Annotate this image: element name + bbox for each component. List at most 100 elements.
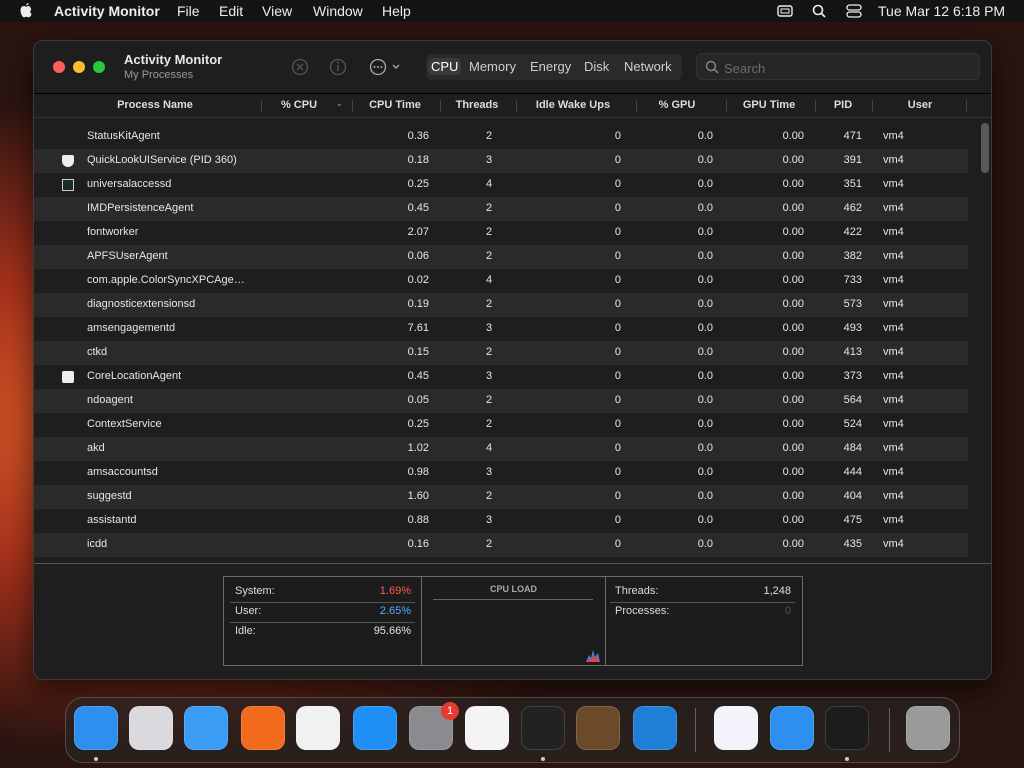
scrollbar[interactable] [981,123,989,173]
process-row[interactable]: APFSUserAgent 0.06 2 0 0.0 0.00 382 vm4 [34,245,968,269]
process-row[interactable]: StatusKitAgent 0.36 2 0 0.0 0.00 471 vm4 [34,125,968,149]
toolbar-buttons[interactable] [290,57,410,77]
header-divider [34,117,991,118]
process-row[interactable]: universalaccessd 0.25 4 0 0.0 0.00 351 vm4 [34,173,968,197]
process-row[interactable]: ContextService 0.25 2 0 0.0 0.00 524 vm4 [34,413,968,437]
dock-icon[interactable] [576,706,620,750]
stat-value: 1.69% [379,585,411,597]
cell: 0.00 [782,490,804,502]
cell: ContextService [87,418,162,430]
dock-icon[interactable] [825,706,869,750]
process-row[interactable]: icdd 0.16 2 0 0.0 0.00 435 vm4 [34,533,968,557]
cell: 0.19 [407,298,429,310]
dock-icon[interactable] [770,706,814,750]
sort-indicator: ⌄ [336,99,343,108]
column-header[interactable]: User [907,99,933,111]
app-menu[interactable]: Activity Monitor [54,3,160,19]
cell: 444 [843,466,862,478]
column-header[interactable]: CPU Time [369,99,421,111]
stat-label: Processes: [615,605,670,617]
column-separator [966,100,967,112]
process-row[interactable]: amsaccountsd 0.98 3 0 0.0 0.00 444 vm4 [34,461,968,485]
column-separator [261,100,262,112]
process-row[interactable]: akd 1.02 4 0 0.0 0.00 484 vm4 [34,437,968,461]
window-subtitle: My Processes [124,69,194,81]
cell: 0 [614,538,621,550]
process-row[interactable]: IMDPersistenceAgent 0.45 2 0 0.0 0.00 462 vm4 [34,197,968,221]
search-placeholder: Search [724,61,766,76]
cell: vm4 [883,514,904,526]
process-row[interactable]: ctkd 0.15 2 0 0.0 0.00 413 vm4 [34,341,968,365]
cell: 422 [843,226,862,238]
stat-label: Threads: [615,585,659,597]
stat-value: 2.65% [379,605,411,617]
cell: vm4 [883,130,904,142]
dock-icon[interactable] [74,706,118,750]
cell: 4 [485,274,493,286]
column-header[interactable]: Threads [455,99,499,111]
separator [605,577,606,665]
process-row[interactable]: assistantd 0.88 3 0 0.0 0.00 475 vm4 [34,509,968,533]
dock-icon[interactable] [714,706,758,750]
dock-separator [695,708,696,752]
dock-icon[interactable] [184,706,228,750]
tab[interactable]: CPU [428,58,462,75]
menu-item[interactable]: Help [382,3,411,19]
column-separator [726,100,727,112]
cell: vm4 [883,418,904,430]
cell: 0.00 [782,370,804,382]
process-row[interactable]: suggestd 1.60 2 0 0.0 0.00 404 vm4 [34,485,968,509]
status-icons[interactable] [777,4,867,19]
dock-icon[interactable] [633,706,677,750]
cell: vm4 [883,538,904,550]
column-header[interactable]: % GPU [658,99,696,111]
dock-icon[interactable] [241,706,285,750]
menu-item[interactable]: View [262,3,293,19]
dock-icon[interactable] [296,706,340,750]
process-icon [62,179,74,191]
process-row[interactable]: com.apple.ColorSyncXPCAge… 0.02 4 0 0.0 0.00 7… [34,269,968,293]
apple-logo[interactable] [19,3,33,19]
minimize-button[interactable] [73,61,85,73]
cell: CoreLocationAgent [87,370,182,382]
cell: 0.0 [697,274,713,286]
zoom-button[interactable] [93,61,105,73]
tab[interactable]: Memory [469,59,516,74]
process-row[interactable]: ndoagent 0.05 2 0 0.0 0.00 564 vm4 [34,389,968,413]
cell: vm4 [883,370,904,382]
cell: 2 [485,226,493,238]
column-header[interactable]: % CPU [280,99,318,111]
cell: vm4 [883,322,904,334]
dock-icon[interactable] [906,706,950,750]
column-header[interactable]: Process Name [117,99,193,111]
search-field[interactable]: Search [696,53,980,80]
cell: 2 [485,130,493,142]
menu-item[interactable]: File [177,3,200,19]
close-button[interactable] [53,61,65,73]
cell: 0.25 [407,418,429,430]
tab[interactable]: Energy [530,59,572,74]
dock-icon[interactable] [521,706,565,750]
menu-item[interactable]: Window [313,3,363,19]
tab[interactable]: Disk [584,59,610,74]
activity-monitor-window: Activity Monitor My Processes CPU Memory E… [33,40,992,680]
stat-label: User: [235,605,262,617]
process-row[interactable]: CoreLocationAgent 0.45 3 0 0.0 0.00 373 vm4 [34,365,968,389]
tab[interactable]: Network [624,59,672,74]
cell: 0.45 [407,202,429,214]
dock-icon[interactable] [129,706,173,750]
cell: 0.45 [407,370,429,382]
column-header[interactable]: PID [833,99,853,111]
column-header[interactable]: GPU Time [742,99,796,111]
dock-icon[interactable] [465,706,509,750]
cell: vm4 [883,298,904,310]
cell: 0.00 [782,394,804,406]
process-row[interactable]: QuickLookUIService (PID 360) 0.18 3 0 0.0 0.0… [34,149,968,173]
cell: 2 [485,490,493,502]
process-row[interactable]: amsengagementd 7.61 3 0 0.0 0.00 493 vm4 [34,317,968,341]
dock-icon[interactable] [353,706,397,750]
menu-item[interactable]: Edit [219,3,244,19]
process-row[interactable]: fontworker 2.07 2 0 0.0 0.00 422 vm4 [34,221,968,245]
column-header[interactable]: Idle Wake Ups [535,99,611,111]
process-row[interactable]: diagnosticextensionsd 0.19 2 0 0.0 0.00 573 vm4 [34,293,968,317]
